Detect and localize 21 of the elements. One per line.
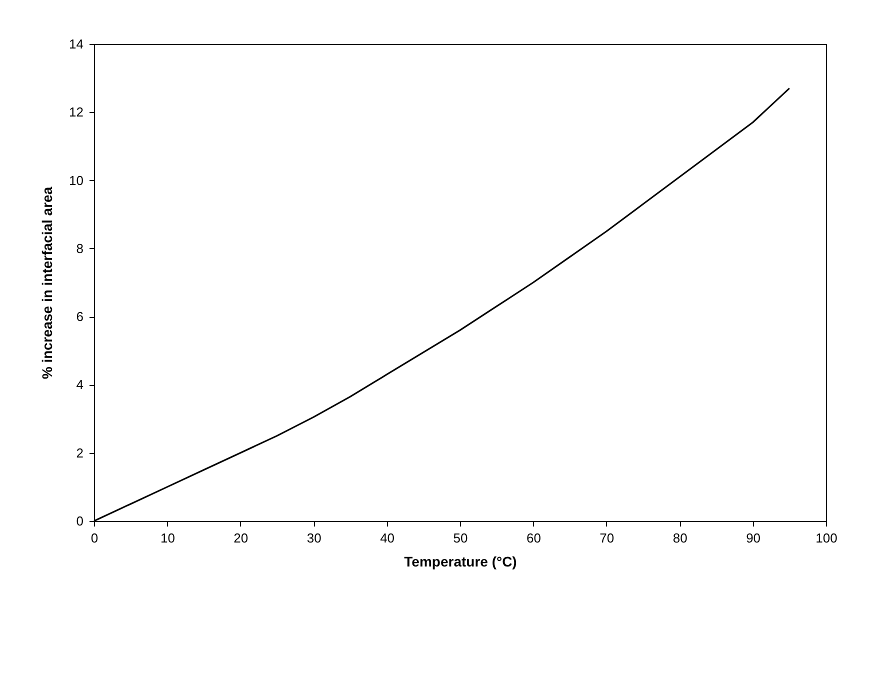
- x-tick-label: 20: [234, 530, 248, 546]
- y-tick-label: 8: [76, 240, 84, 256]
- y-axis-title: % increase in interfacial area: [39, 186, 56, 380]
- x-tick-label: 40: [380, 530, 395, 546]
- x-tick-label: 90: [746, 530, 761, 546]
- y-tick-label: 0: [76, 514, 84, 528]
- x-tick-label: 80: [672, 530, 688, 546]
- y-tick-label: 4: [76, 377, 84, 392]
- y-tick-label: 2: [76, 445, 84, 460]
- x-axis-title: Temperature (°C): [404, 554, 517, 570]
- x-tick-label: 30: [306, 530, 322, 546]
- x-tick-label: 100: [816, 530, 838, 546]
- y-tick-label: 6: [76, 309, 84, 324]
- x-tick-label: 0: [90, 530, 98, 546]
- x-tick-label: 60: [526, 530, 541, 546]
- y-tick-label: 14: [69, 36, 84, 52]
- x-tick-label: 70: [600, 530, 614, 546]
- y-tick-label: 12: [69, 104, 84, 120]
- x-tick-label: 10: [160, 530, 175, 546]
- y-tick-label: 10: [69, 172, 84, 188]
- x-tick-label: 50: [453, 530, 468, 546]
